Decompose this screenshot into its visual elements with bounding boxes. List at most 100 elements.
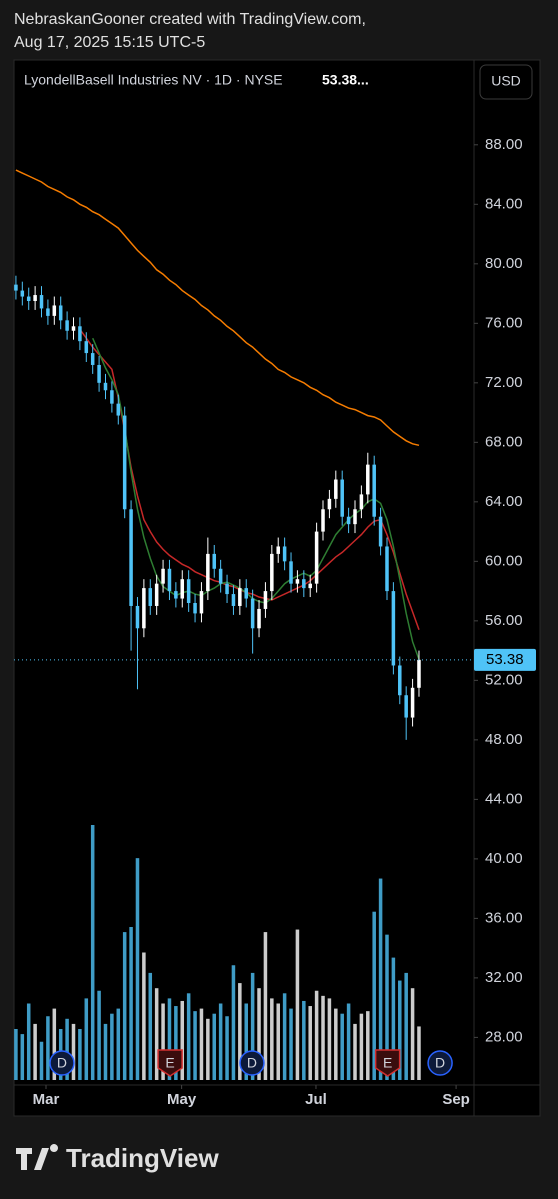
- candle-body: [39, 295, 44, 309]
- volume-bar: [244, 1003, 248, 1080]
- event-marker: [239, 1050, 265, 1076]
- volume-bar: [180, 1000, 185, 1080]
- volume-bar: [71, 1023, 76, 1080]
- event-marker: [49, 1050, 75, 1076]
- volume-bar: [231, 965, 236, 1080]
- currency-button[interactable]: [479, 64, 533, 100]
- volume-bar: [206, 1018, 210, 1080]
- moving-average: [79, 328, 420, 631]
- event-label: E: [165, 1055, 174, 1071]
- volume-bar: [340, 1013, 344, 1080]
- volume-bar: [250, 972, 255, 1080]
- volume-bar: [391, 957, 396, 1080]
- volume-bar: [46, 1016, 50, 1080]
- volume-bar: [52, 1008, 57, 1080]
- volume-bar: [225, 1016, 229, 1080]
- candle-body: [289, 561, 293, 584]
- candle-body: [135, 605, 140, 629]
- candle-body: [71, 326, 76, 331]
- candle-body: [103, 382, 108, 391]
- candle-body: [346, 516, 351, 525]
- volume-bar: [398, 980, 402, 1080]
- candle-body: [52, 305, 57, 316]
- brand: TradingView: [66, 1143, 219, 1173]
- volume-bar: [417, 1026, 421, 1080]
- candle-body: [33, 295, 37, 302]
- candle-body: [314, 531, 319, 584]
- volume-bar: [321, 995, 325, 1080]
- candle-body: [404, 695, 408, 718]
- candle-body: [122, 415, 127, 510]
- candle-body: [148, 588, 153, 606]
- y-tick-label: 28.00: [485, 1028, 523, 1045]
- volume-bar: [84, 998, 89, 1080]
- y-tick-label: 44.00: [485, 790, 523, 807]
- candle-body: [161, 568, 165, 584]
- candle-body: [398, 665, 402, 696]
- volume-bar: [282, 993, 287, 1080]
- volume-bar: [314, 990, 319, 1080]
- candle-body: [199, 591, 204, 614]
- candle-body: [372, 464, 376, 517]
- y-tick-label: 64.00: [485, 493, 523, 510]
- candle-body: [308, 583, 312, 589]
- volume-bar: [366, 1011, 370, 1080]
- volume-bar: [142, 952, 146, 1080]
- volume-bar: [65, 1018, 69, 1080]
- volume-bar: [372, 911, 376, 1080]
- volume-bar: [161, 1003, 165, 1080]
- y-tick-label: 32.00: [485, 969, 523, 986]
- y-tick-label: 68.00: [485, 433, 523, 450]
- volume-bar: [270, 998, 274, 1080]
- candle-body: [270, 553, 274, 592]
- volume-bar: [174, 1006, 178, 1080]
- date-line: Aug 17, 2025 15:15 UTC-5: [14, 34, 205, 51]
- chart-panel: [13, 59, 541, 1117]
- candle-body: [174, 591, 178, 599]
- candle-body: [129, 509, 133, 606]
- candle-body: [257, 608, 261, 629]
- y-tick-label: 48.00: [485, 731, 523, 748]
- y-tick-label: 84.00: [485, 195, 523, 212]
- volume-bar: [263, 932, 268, 1080]
- y-tick-label: 52.00: [485, 671, 523, 688]
- volume-bar: [26, 1003, 31, 1080]
- volume-bar: [308, 1006, 312, 1080]
- candle-body: [353, 509, 357, 525]
- x-tick-label: Mar: [33, 1091, 60, 1108]
- y-tick-label: 60.00: [485, 552, 523, 569]
- candle-body: [218, 568, 223, 584]
- x-tick-label: Jul: [305, 1091, 327, 1108]
- author-line: NebraskanGooner created with TradingView…: [14, 11, 366, 28]
- candle-body: [244, 588, 248, 599]
- y-tick-label: 88.00: [485, 136, 523, 153]
- currency-label: USD: [491, 73, 521, 89]
- volume-bar: [359, 1013, 364, 1080]
- volume-bar: [289, 1008, 293, 1080]
- volume-bar: [276, 1003, 280, 1080]
- candle-body: [154, 583, 159, 606]
- candle-body: [90, 353, 95, 365]
- candle-body: [180, 579, 185, 599]
- candle-body: [46, 308, 50, 316]
- candle-body: [276, 546, 280, 554]
- event-marker: [374, 1049, 401, 1077]
- x-tick-label: May: [167, 1091, 197, 1108]
- candle-body: [295, 579, 300, 584]
- event-marker: [157, 1049, 183, 1077]
- y-tick-label: 36.00: [485, 909, 523, 926]
- candle-body: [340, 479, 344, 517]
- moving-average: [92, 337, 420, 660]
- candle-body: [20, 290, 25, 297]
- candle-body: [58, 305, 63, 321]
- volume-bar: [295, 929, 300, 1080]
- candle-body: [231, 594, 236, 606]
- event-marker: [427, 1050, 453, 1076]
- volume-bar: [78, 1029, 82, 1080]
- candle-body: [417, 659, 421, 688]
- candle-body: [14, 284, 18, 291]
- volume-bar: [167, 998, 172, 1080]
- volume-bar: [97, 990, 101, 1080]
